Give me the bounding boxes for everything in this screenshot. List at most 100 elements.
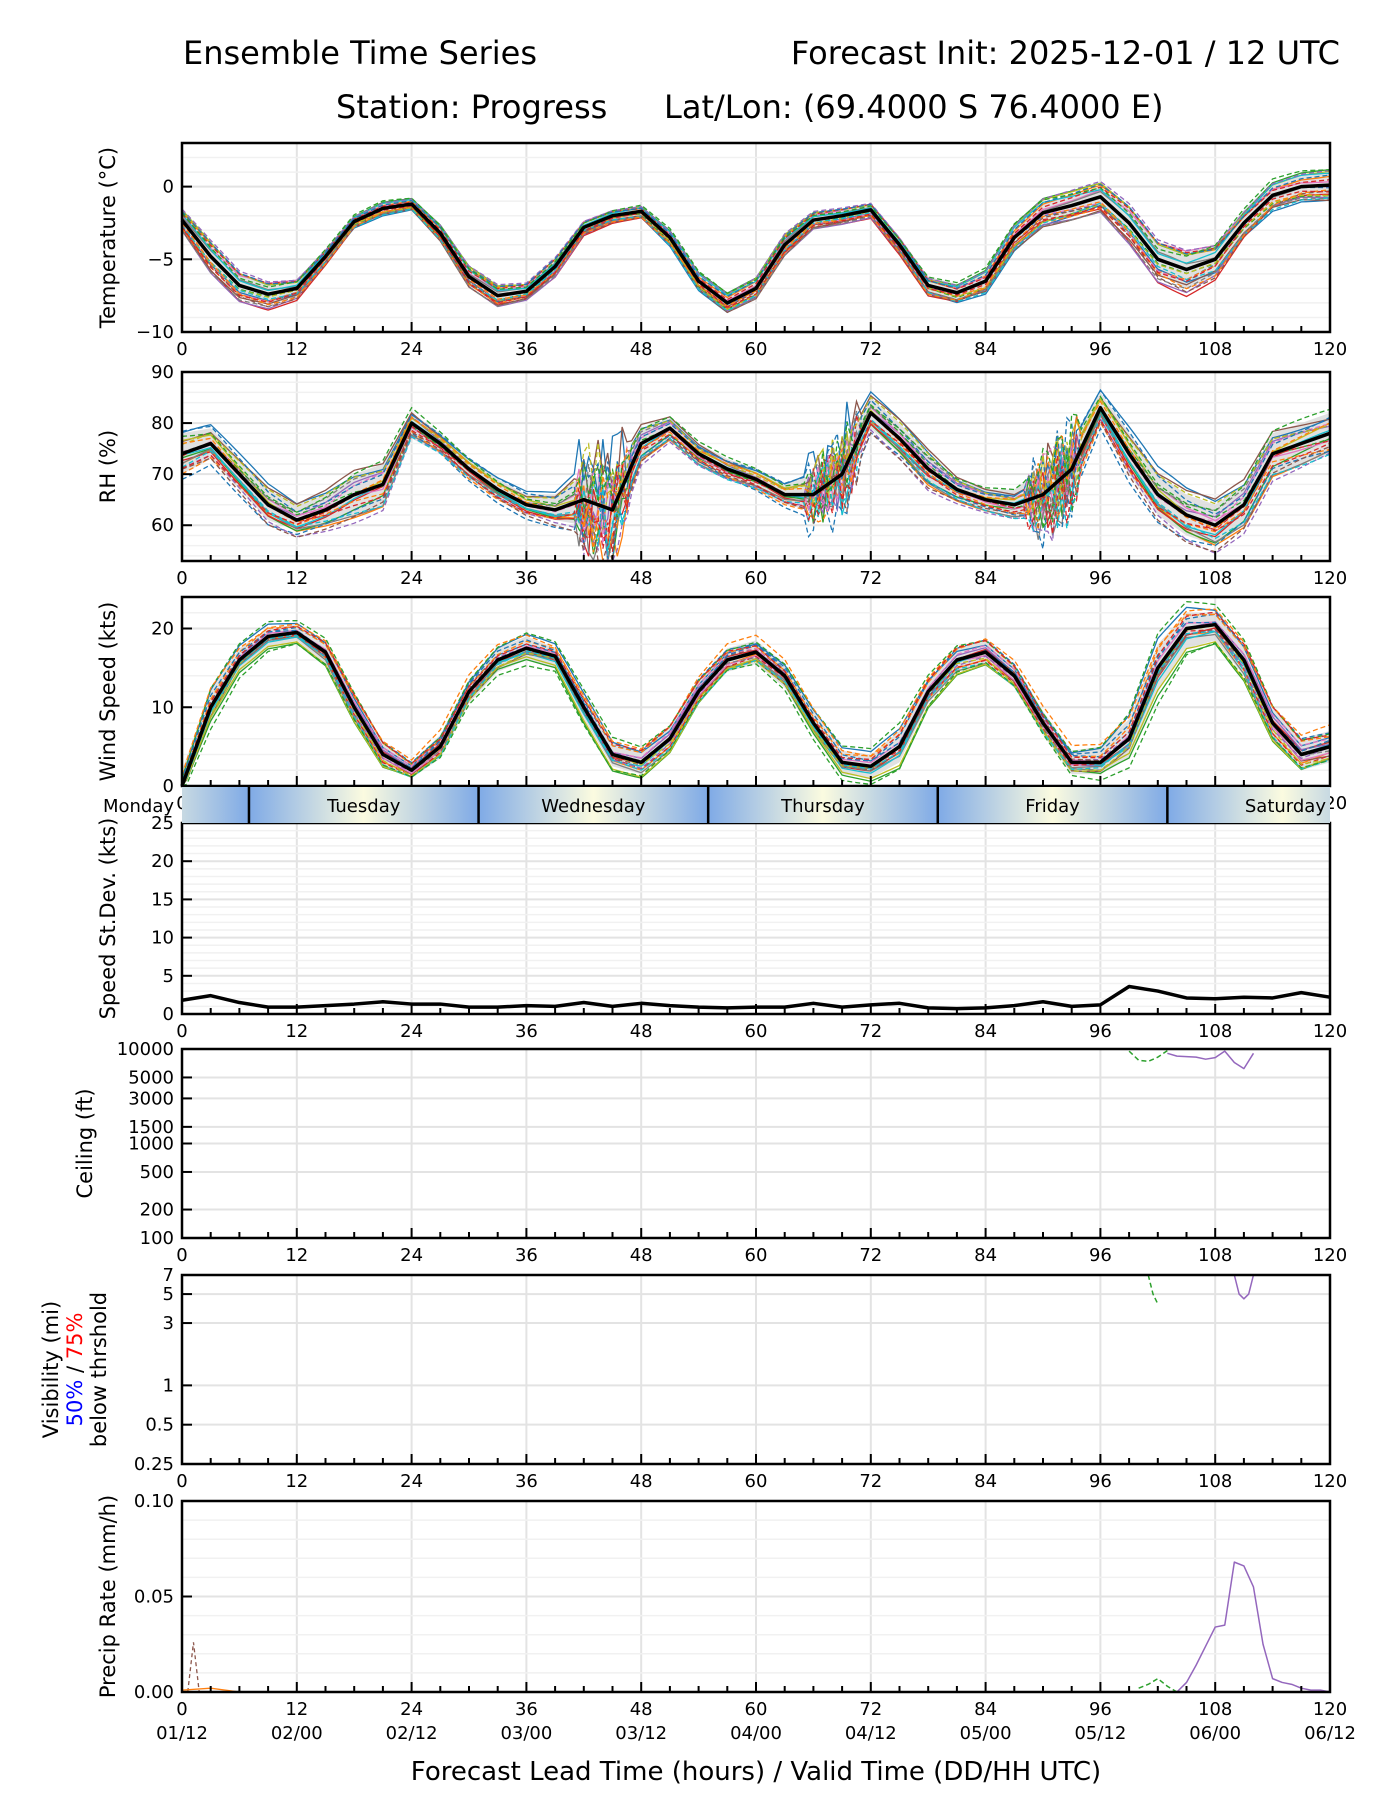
y-tick-label: 3 xyxy=(163,1313,174,1334)
member-line xyxy=(181,388,1331,505)
day-segment xyxy=(937,787,1168,823)
member-line xyxy=(181,400,1331,546)
x-tick-label: 72 xyxy=(859,1471,882,1492)
y-tick-label: 0.05 xyxy=(134,1587,174,1608)
y-tick-label: 0.00 xyxy=(134,1682,174,1703)
member-line xyxy=(181,613,1331,776)
y-tick-label: 200 xyxy=(140,1200,174,1221)
x-tick-label: 108 xyxy=(1198,1699,1232,1720)
member-line xyxy=(181,417,1331,562)
x-tick-label: 36 xyxy=(515,1021,538,1042)
panel-relative-humidity: RH (%) xyxy=(96,370,1332,563)
y-tick-label: 60 xyxy=(151,515,174,536)
x-tick-label: 108 xyxy=(1198,1245,1232,1266)
x-tick-label: 48 xyxy=(630,1245,653,1266)
x-tick-label: 12 xyxy=(285,568,308,589)
x-valid-label: 05/00 xyxy=(960,1723,1012,1744)
y-tick-label: 5 xyxy=(163,1284,174,1305)
x-tick-label: 24 xyxy=(400,568,423,589)
x-tick-label: 120 xyxy=(1313,1471,1347,1492)
y-tick-label: 5 xyxy=(163,966,174,987)
x-valid-label: 03/00 xyxy=(500,1723,552,1744)
x-tick-label: 0 xyxy=(176,1245,187,1266)
member-line xyxy=(181,197,1331,313)
member-line xyxy=(181,611,1331,784)
y-tick-label: 5000 xyxy=(128,1067,174,1088)
x-tick-label: 48 xyxy=(630,568,653,589)
station-label: Station: Progress xyxy=(336,88,608,126)
x-tick-label: 96 xyxy=(1089,1021,1112,1042)
x-valid-label: 06/12 xyxy=(1304,1723,1356,1744)
member-line xyxy=(181,414,1331,556)
x-valid-label: 04/00 xyxy=(730,1723,782,1744)
y-tick-label: 3000 xyxy=(128,1088,174,1109)
x-valid-label: 03/12 xyxy=(615,1723,667,1744)
x-tick-label: 60 xyxy=(745,339,768,360)
x-tick-label: 72 xyxy=(859,339,882,360)
y-axis-threshold-label: 50% / 75% xyxy=(63,1313,87,1427)
y-tick-label: 10 xyxy=(151,697,174,718)
y-axis-sublabel: below thrshold xyxy=(87,1292,111,1447)
x-tick-label: 120 xyxy=(1313,1699,1347,1720)
member-line xyxy=(181,396,1331,523)
member-line xyxy=(181,174,1331,298)
member-line xyxy=(181,199,1331,314)
x-tick-label: 60 xyxy=(745,1471,768,1492)
x-tick-label: 48 xyxy=(630,1699,653,1720)
x-tick-label: 48 xyxy=(630,1471,653,1492)
x-tick-label: 36 xyxy=(515,1245,538,1266)
x-axis-label: Forecast Lead Time (hours) / Valid Time … xyxy=(411,1757,1101,1787)
x-tick-label: 0 xyxy=(176,1021,187,1042)
member-line xyxy=(181,389,1331,518)
x-tick-label: 24 xyxy=(400,1699,423,1720)
x-tick-label: 108 xyxy=(1198,568,1232,589)
y-tick-label: 1000 xyxy=(128,1134,174,1155)
x-tick-label: 108 xyxy=(1198,1471,1232,1492)
member-line xyxy=(181,625,1331,787)
x-tick-label: 12 xyxy=(285,1471,308,1492)
panel-ceiling: Ceiling (ft) xyxy=(73,1047,1332,1240)
y-tick-label: 500 xyxy=(140,1162,174,1183)
member-line xyxy=(181,169,1330,295)
y-tick-label: 25 xyxy=(151,813,174,834)
y-tick-label: 0.10 xyxy=(134,1491,174,1512)
y-tick-label: 0.25 xyxy=(134,1454,174,1475)
day-label: Monday xyxy=(103,796,174,817)
y-tick-label: 10 xyxy=(151,928,174,949)
x-tick-label: 24 xyxy=(400,1245,423,1266)
y-tick-label: 0.5 xyxy=(145,1415,174,1436)
threshold-part: 50% xyxy=(63,1380,87,1427)
day-band: Monday Tuesday Wednesday Thursday Friday Satu… xyxy=(103,787,1330,823)
x-tick-label: 48 xyxy=(630,1021,653,1042)
member-line xyxy=(181,197,1331,312)
day-segment xyxy=(1167,787,1330,823)
y-tick-label: 0 xyxy=(163,1004,174,1025)
y-tick-label: 20 xyxy=(151,619,174,640)
x-tick-label: 24 xyxy=(400,1021,423,1042)
member-line xyxy=(1233,1274,1255,1300)
x-tick-label: 120 xyxy=(1313,339,1347,360)
member-line xyxy=(181,178,1331,301)
latlon-label: Lat/Lon: (69.4000 S 76.4000 E) xyxy=(664,88,1164,126)
x-tick-label: 84 xyxy=(974,1699,997,1720)
member-line xyxy=(1147,1274,1159,1305)
title-left: Ensemble Time Series xyxy=(183,34,537,72)
day-label: Saturday xyxy=(1245,796,1326,817)
member-line xyxy=(181,194,1331,311)
member-line xyxy=(187,1642,200,1693)
x-tick-label: 36 xyxy=(515,339,538,360)
x-valid-label: 02/12 xyxy=(386,1723,438,1744)
y-tick-label: −10 xyxy=(136,322,174,343)
panel-visibility: Visibility (mi) 50% / 75% below thrshold xyxy=(39,1273,1332,1466)
y-tick-label: 90 xyxy=(151,362,174,383)
member-line xyxy=(1167,1050,1255,1070)
y-axis-label: Temperature (°C) xyxy=(96,147,120,329)
x-tick-label: 24 xyxy=(400,339,423,360)
x-valid-label: 05/12 xyxy=(1074,1723,1126,1744)
x-tick-label: 84 xyxy=(974,568,997,589)
x-tick-label: 48 xyxy=(630,339,653,360)
x-tick-label: 12 xyxy=(285,1021,308,1042)
x-tick-label: 84 xyxy=(974,1245,997,1266)
day-label: Wednesday xyxy=(541,796,646,817)
x-tick-label: 96 xyxy=(1089,1471,1112,1492)
